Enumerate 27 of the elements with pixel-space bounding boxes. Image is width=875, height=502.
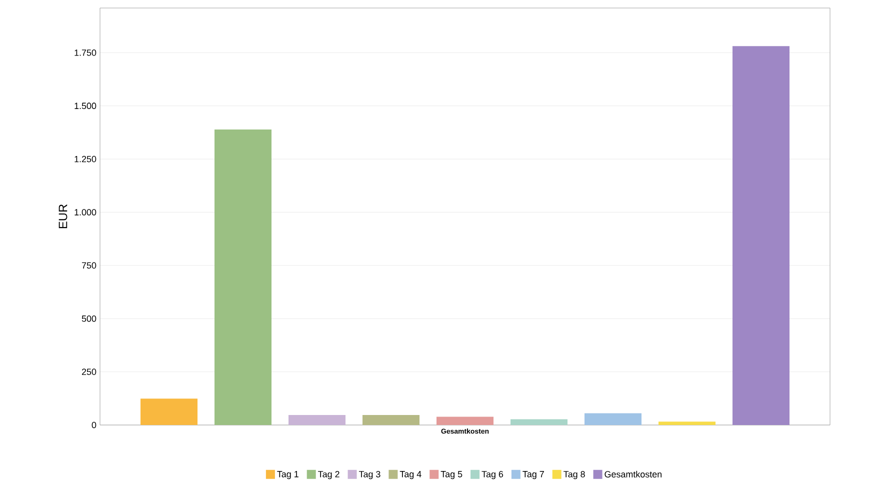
legend-label: Tag 1 (277, 471, 298, 480)
bar (436, 416, 494, 425)
bar (732, 46, 790, 425)
legend-label: Tag 2 (318, 471, 340, 480)
bar (214, 129, 272, 425)
bar (288, 415, 346, 425)
legend-label: Tag 4 (400, 471, 422, 480)
y-tick-label: 500 (82, 315, 96, 322)
bar (658, 422, 716, 425)
bar (510, 419, 568, 425)
y-tick-label: 250 (82, 368, 96, 375)
legend-label: Gesamtkosten (604, 470, 662, 478)
legend-label: Tag 7 (522, 471, 544, 480)
y-tick-label: 1.750 (74, 49, 96, 56)
y-tick-label: 1.000 (74, 209, 96, 216)
y-tick-label: 1.500 (74, 102, 96, 110)
y-axis-title: EUR (58, 204, 68, 228)
bar (584, 413, 642, 425)
y-tick-label: 1.250 (74, 156, 96, 162)
legend-label: Tag 5 (440, 471, 462, 480)
y-tick-label: 750 (82, 262, 96, 269)
bar (140, 398, 198, 425)
bar (362, 415, 420, 425)
legend-label: Tag 8 (564, 471, 585, 480)
legend-label: Tag 6 (482, 471, 504, 480)
legend-label: Tag 3 (358, 471, 380, 480)
y-tick-label: 0 (92, 422, 96, 428)
